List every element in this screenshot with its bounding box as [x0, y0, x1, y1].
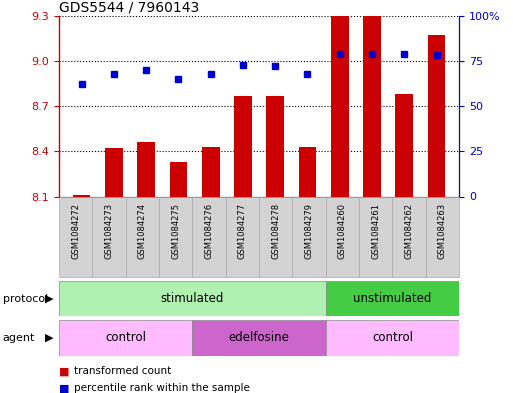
- Bar: [363, 16, 381, 196]
- Text: unstimulated: unstimulated: [353, 292, 431, 305]
- Text: GSM1084263: GSM1084263: [438, 203, 447, 259]
- Bar: [259, 196, 292, 277]
- Text: edelfosine: edelfosine: [229, 331, 289, 345]
- Text: ▶: ▶: [45, 333, 54, 343]
- Bar: [202, 147, 220, 196]
- Text: ▶: ▶: [45, 294, 54, 304]
- Text: ■: ■: [59, 383, 69, 393]
- Text: GSM1084275: GSM1084275: [171, 203, 180, 259]
- Bar: [226, 196, 259, 277]
- Bar: [73, 195, 90, 196]
- Bar: [428, 35, 445, 197]
- Text: GSM1084278: GSM1084278: [271, 203, 280, 259]
- Text: agent: agent: [3, 333, 35, 343]
- Bar: [59, 196, 92, 277]
- Bar: [299, 147, 317, 196]
- Bar: [159, 196, 192, 277]
- Text: GSM1084277: GSM1084277: [238, 203, 247, 259]
- Bar: [292, 196, 326, 277]
- Text: GDS5544 / 7960143: GDS5544 / 7960143: [59, 0, 199, 15]
- Bar: [169, 162, 187, 196]
- Text: GSM1084276: GSM1084276: [205, 203, 213, 259]
- Bar: [192, 196, 226, 277]
- Bar: [105, 148, 123, 196]
- Text: protocol: protocol: [3, 294, 48, 304]
- Text: control: control: [372, 331, 413, 345]
- Bar: [234, 95, 252, 196]
- Bar: [326, 196, 359, 277]
- Text: percentile rank within the sample: percentile rank within the sample: [74, 383, 250, 393]
- Text: GSM1084279: GSM1084279: [305, 203, 313, 259]
- Bar: [126, 196, 159, 277]
- Text: GSM1084273: GSM1084273: [105, 203, 113, 259]
- Text: GSM1084272: GSM1084272: [71, 203, 80, 259]
- Text: stimulated: stimulated: [161, 292, 224, 305]
- Bar: [192, 320, 326, 356]
- Bar: [59, 320, 192, 356]
- Bar: [326, 320, 459, 356]
- Text: control: control: [105, 331, 146, 345]
- Text: GSM1084262: GSM1084262: [405, 203, 413, 259]
- Bar: [426, 196, 459, 277]
- Bar: [359, 196, 392, 277]
- Bar: [92, 196, 126, 277]
- Text: transformed count: transformed count: [74, 366, 172, 376]
- Bar: [266, 95, 284, 196]
- Bar: [59, 281, 326, 316]
- Bar: [331, 16, 349, 196]
- Text: GSM1084261: GSM1084261: [371, 203, 380, 259]
- Bar: [326, 281, 459, 316]
- Text: ■: ■: [59, 366, 69, 376]
- Bar: [396, 94, 413, 196]
- Text: GSM1084274: GSM1084274: [138, 203, 147, 259]
- Bar: [392, 196, 426, 277]
- Bar: [137, 142, 155, 196]
- Text: GSM1084260: GSM1084260: [338, 203, 347, 259]
